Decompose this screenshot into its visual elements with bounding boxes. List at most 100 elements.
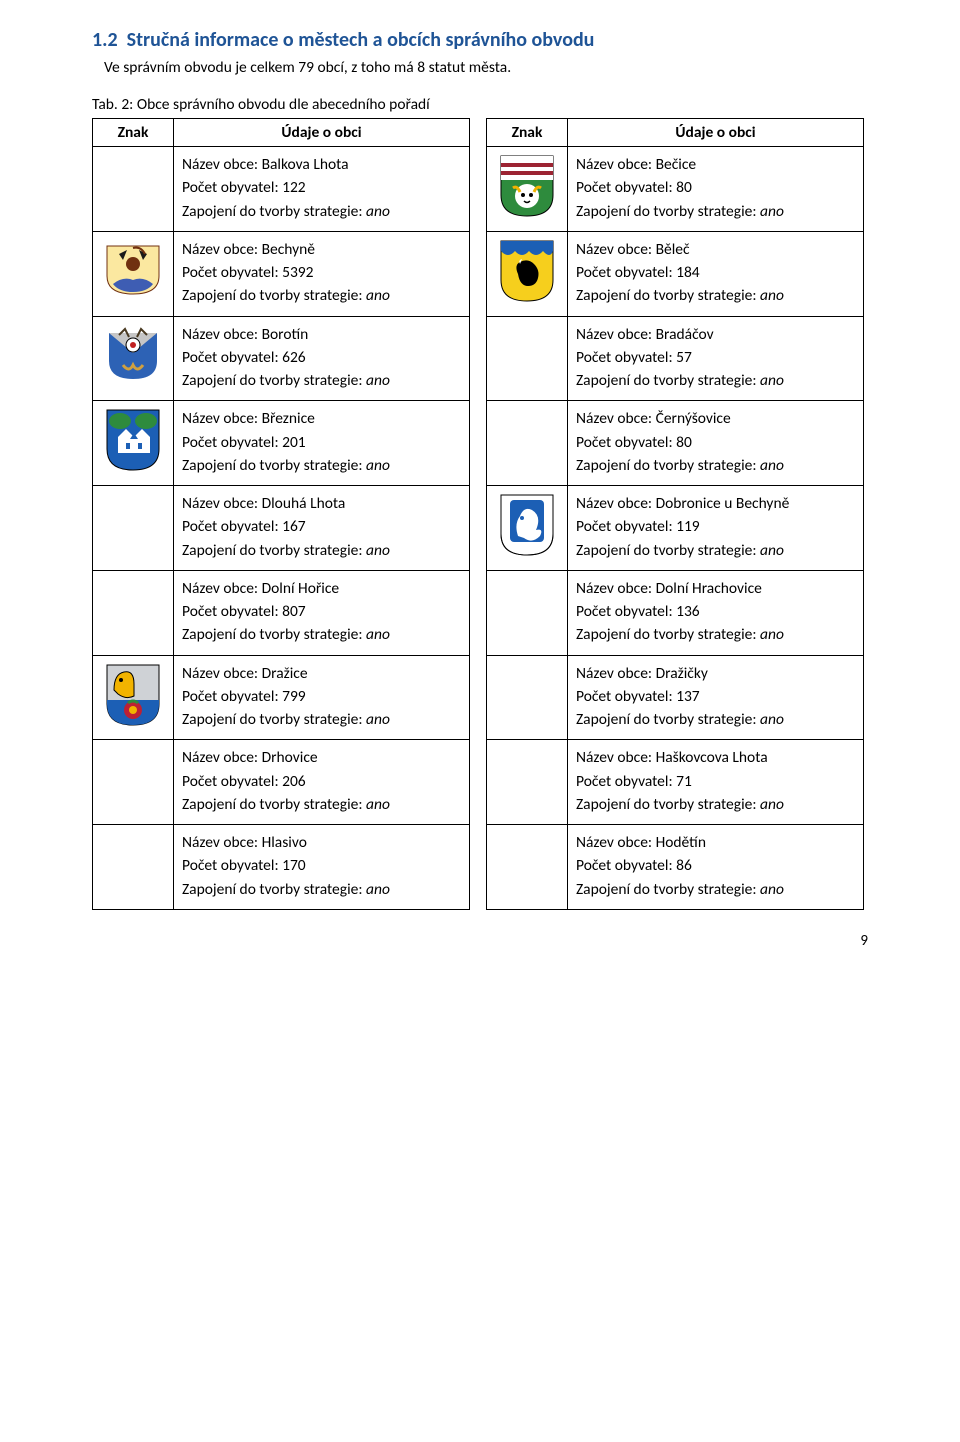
population-line: Počet obyvatel: 626 [182, 346, 461, 369]
page-number: 9 [92, 932, 868, 950]
municipality-name-line: Název obce: Bečice [576, 153, 855, 176]
table-row: Název obce: ČernýšovicePočet obyvatel: 8… [487, 401, 864, 486]
engagement-line: Zapojení do tvorby strategie: ano [576, 284, 855, 307]
engagement-line: Zapojení do tvorby strategie: ano [576, 793, 855, 816]
engagement-label: Zapojení do tvorby strategie: [576, 202, 760, 221]
population-line: Počet obyvatel: 136 [576, 600, 855, 623]
dobronice-crest-icon [489, 494, 565, 556]
table-row: Název obce: BečicePočet obyvatel: 80 Zapo… [487, 147, 864, 232]
municipality-name-line: Název obce: Černýšovice [576, 407, 855, 430]
engagement-label: Zapojení do tvorby strategie: [576, 795, 760, 814]
engagement-label: Zapojení do tvorby strategie: [182, 202, 366, 221]
engagement-line: Zapojení do tvorby strategie: ano [182, 200, 461, 223]
municipality-name-line: Název obce: Bradáčov [576, 323, 855, 346]
crest-cell [487, 740, 568, 825]
population-line: Počet obyvatel: 119 [576, 515, 855, 538]
engagement-line: Zapojení do tvorby strategie: ano [576, 539, 855, 562]
crest-cell [93, 401, 174, 486]
details-cell: Název obce: HlasivoPočet obyvatel: 170Za… [174, 825, 470, 910]
crest-cell [487, 825, 568, 910]
population-line: Počet obyvatel: 122 [182, 176, 461, 199]
engagement-value: ano [366, 286, 390, 305]
col-header-znak: Znak [93, 119, 174, 147]
table-row: Název obce: Dolní HořicePočet obyvatel: … [93, 570, 470, 655]
population-line: Počet obyvatel: 80 [576, 176, 855, 199]
engagement-value: ano [760, 795, 784, 814]
section-title-text: Stručná informace o městech a obcích spr… [127, 28, 595, 52]
details-cell: Název obce: BechyněPočet obyvatel: 5392Z… [174, 231, 470, 316]
engagement-line: Zapojení do tvorby strategie: ano [182, 454, 461, 477]
engagement-line: Zapojení do tvorby strategie: ano [182, 539, 461, 562]
table-caption: Tab. 2: Obce správního obvodu dle abeced… [92, 95, 868, 114]
municipality-name-line: Název obce: Dolní Hrachovice [576, 577, 855, 600]
population-line: Počet obyvatel: 71 [576, 770, 855, 793]
municipality-name-line: Název obce: Běleč [576, 238, 855, 261]
engagement-line: Zapojení do tvorby strategie: ano [576, 708, 855, 731]
population-line: Počet obyvatel: 167 [182, 515, 461, 538]
engagement-value: ano [760, 286, 784, 305]
col-header-znak: Znak [487, 119, 568, 147]
table-row: Název obce: BřeznicePočet obyvatel: 201Z… [93, 401, 470, 486]
table-row: Název obce: Balkova LhotaPočet obyvatel:… [93, 147, 470, 232]
population-line: Počet obyvatel: 807 [182, 600, 461, 623]
table-row: Název obce: Dlouhá LhotaPočet obyvatel: … [93, 486, 470, 571]
table-row: Název obce: HodětínPočet obyvatel: 86Zap… [487, 825, 864, 910]
crest-cell [487, 147, 568, 232]
engagement-value: ano [366, 880, 390, 899]
borotin-crest-icon [95, 325, 171, 381]
engagement-value: ano [760, 625, 784, 644]
engagement-value: ano [760, 456, 784, 475]
crest-cell [487, 401, 568, 486]
intro-paragraph: Ve správním obvodu je celkem 79 obcí, z … [104, 58, 868, 77]
engagement-label: Zapojení do tvorby strategie: [182, 710, 366, 729]
crest-cell [487, 570, 568, 655]
engagement-label: Zapojení do tvorby strategie: [576, 371, 760, 390]
crest-cell [93, 825, 174, 910]
municipalities-table-right: Znak Údaje o obci Název obce: BečicePoče… [486, 118, 864, 910]
table-row: Název obce: DražičkyPočet obyvatel: 137Z… [487, 655, 864, 740]
engagement-value: ano [366, 371, 390, 390]
engagement-line: Zapojení do tvorby strategie: ano [576, 878, 855, 901]
engagement-label: Zapojení do tvorby strategie: [182, 541, 366, 560]
engagement-label: Zapojení do tvorby strategie: [576, 710, 760, 729]
col-header-udaje: Údaje o obci [174, 119, 470, 147]
crest-cell [93, 147, 174, 232]
details-cell: Název obce: Dlouhá LhotaPočet obyvatel: … [174, 486, 470, 571]
crest-cell [487, 655, 568, 740]
engagement-label: Zapojení do tvorby strategie: [576, 541, 760, 560]
municipality-name-line: Název obce: Bechyně [182, 238, 461, 261]
crest-cell [487, 486, 568, 571]
engagement-value: ano [760, 371, 784, 390]
crest-cell [487, 231, 568, 316]
engagement-label: Zapojení do tvorby strategie: [182, 456, 366, 475]
engagement-value: ano [760, 880, 784, 899]
municipality-name-line: Název obce: Hlasivo [182, 831, 461, 854]
engagement-line: Zapojení do tvorby strategie: ano [182, 708, 461, 731]
crest-cell [93, 316, 174, 401]
details-cell: Název obce: Balkova LhotaPočet obyvatel:… [174, 147, 470, 232]
details-cell: Název obce: Haškovcova LhotaPočet obyvat… [568, 740, 864, 825]
col-header-udaje: Údaje o obci [568, 119, 864, 147]
details-cell: Název obce: DrhovicePočet obyvatel: 206Z… [174, 740, 470, 825]
engagement-value: ano [366, 795, 390, 814]
population-line: Počet obyvatel: 201 [182, 431, 461, 454]
population-line: Počet obyvatel: 86 [576, 854, 855, 877]
engagement-line: Zapojení do tvorby strategie: ano [182, 284, 461, 307]
details-cell: Název obce: BečicePočet obyvatel: 80 Zapo… [568, 147, 864, 232]
engagement-label: Zapojení do tvorby strategie: [182, 625, 366, 644]
engagement-line: Zapojení do tvorby strategie: ano [576, 623, 855, 646]
table-row: Název obce: BradáčovPočet obyvatel: 57Za… [487, 316, 864, 401]
engagement-label: Zapojení do tvorby strategie: [182, 371, 366, 390]
crest-cell [93, 231, 174, 316]
section-heading: 1.2 Stručná informace o městech a obcích… [92, 28, 868, 52]
municipality-name-line: Název obce: Dražice [182, 662, 461, 685]
population-line: Počet obyvatel: 80 [576, 431, 855, 454]
engagement-value: ano [760, 541, 784, 560]
details-cell: Název obce: DražičkyPočet obyvatel: 137Z… [568, 655, 864, 740]
engagement-value: ano [366, 710, 390, 729]
engagement-line: Zapojení do tvorby strategie: ano [182, 623, 461, 646]
municipality-name-line: Název obce: Březnice [182, 407, 461, 430]
details-cell: Název obce: HodětínPočet obyvatel: 86Zap… [568, 825, 864, 910]
engagement-line: Zapojení do tvorby strategie: ano [182, 793, 461, 816]
table-row: Název obce: BechyněPočet obyvatel: 5392Z… [93, 231, 470, 316]
